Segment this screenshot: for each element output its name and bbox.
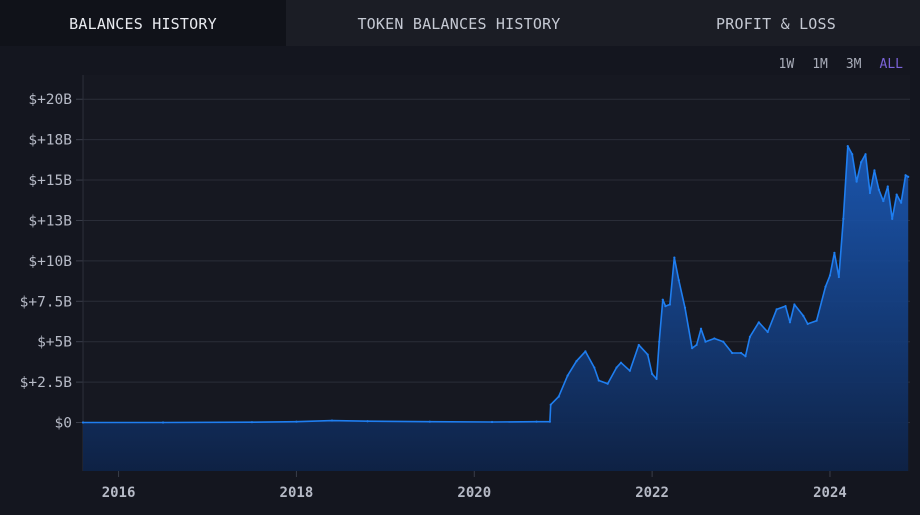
data-point: [873, 169, 876, 172]
data-point: [739, 351, 743, 355]
data-point: [664, 305, 667, 308]
data-point: [842, 217, 845, 220]
data-point: [535, 420, 538, 423]
data-point: [864, 153, 867, 156]
data-point: [855, 180, 858, 183]
data-point: [895, 193, 898, 196]
data-point: [900, 201, 903, 204]
data-point: [81, 421, 85, 424]
data-point: [704, 340, 707, 343]
data-point: [683, 306, 687, 309]
data-point: [161, 421, 165, 424]
balance-area-fill: [83, 146, 909, 471]
range-button-all[interactable]: ALL: [879, 57, 903, 72]
data-point: [828, 274, 832, 277]
data-point: [695, 343, 698, 347]
x-tick-label: 2024: [813, 485, 847, 501]
range-selector: 1W 1M 3M ALL: [770, 57, 912, 72]
y-axis-ticks: $+20B $+18B $+15B $+13B $+10B $+7.5B $+5B $+2.5…: [20, 92, 73, 431]
data-point: [250, 421, 254, 424]
data-point: [366, 420, 369, 423]
data-point: [877, 188, 880, 191]
data-point: [655, 377, 658, 380]
data-point: [837, 275, 840, 279]
y-tick-label: $+13B: [28, 213, 72, 229]
data-point: [593, 366, 596, 369]
tab-bar: BALANCES HISTORY TOKEN BALANCES HISTORY …: [0, 0, 920, 46]
data-point: [784, 305, 787, 308]
data-point: [597, 379, 600, 382]
data-point: [788, 321, 792, 324]
data-point: [793, 303, 796, 306]
tab-token-balances-history[interactable]: TOKEN BALANCES HISTORY: [357, 15, 561, 33]
data-point: [722, 340, 725, 343]
area-layer: [81, 145, 910, 471]
y-tick-label: $+10B: [28, 254, 72, 270]
y-tick-label: $+2.5B: [20, 375, 73, 391]
data-point: [868, 191, 872, 195]
data-point: [699, 327, 703, 330]
data-point: [428, 420, 431, 423]
data-point: [882, 199, 885, 203]
data-point: [651, 372, 654, 376]
data-point: [713, 337, 716, 340]
x-tick-label: 2020: [457, 485, 491, 501]
data-point: [691, 347, 694, 350]
data-point: [677, 279, 680, 282]
data-point: [557, 395, 560, 398]
x-tick-label: 2016: [102, 485, 136, 501]
data-point: [859, 161, 863, 164]
data-point: [566, 374, 569, 377]
data-point: [295, 420, 298, 423]
y-tick-label: $+20B: [28, 92, 72, 108]
data-point: [673, 256, 676, 259]
data-point: [575, 359, 578, 363]
data-point: [775, 308, 778, 311]
data-point: [815, 319, 818, 322]
data-point: [646, 353, 649, 356]
data-point: [904, 174, 907, 177]
data-point: [731, 351, 734, 355]
data-point: [619, 361, 623, 364]
data-point: [548, 420, 551, 423]
tab-balances-history[interactable]: BALANCES HISTORY: [0, 0, 286, 46]
data-point: [330, 419, 334, 422]
x-tick-label: 2022: [635, 485, 669, 501]
data-point: [744, 355, 747, 358]
data-point: [661, 298, 664, 301]
range-button-3m[interactable]: 3M: [845, 57, 862, 72]
data-point: [907, 175, 910, 178]
data-point: [833, 251, 836, 254]
data-point: [584, 350, 587, 353]
range-button-1m[interactable]: 1M: [812, 57, 828, 72]
data-point: [606, 382, 609, 385]
data-point: [891, 217, 894, 220]
data-point: [886, 185, 889, 188]
data-point: [846, 145, 849, 148]
tab-profit-and-loss[interactable]: PROFIT & LOSS: [716, 15, 836, 33]
data-point: [748, 335, 752, 338]
x-axis-ticks: 2016 2018 2020 2022 2024: [102, 471, 847, 501]
y-tick-label: $+15B: [28, 173, 72, 189]
data-point: [658, 340, 661, 343]
data-point: [802, 314, 805, 317]
y-tick-label: $0: [55, 416, 72, 432]
data-point: [628, 369, 631, 372]
data-point: [668, 303, 672, 306]
data-point: [549, 403, 552, 406]
y-tick-label: $+5B: [37, 335, 72, 351]
data-point: [757, 321, 760, 324]
data-point: [766, 330, 769, 334]
data-point: [490, 420, 494, 424]
data-point: [615, 366, 618, 369]
data-point: [851, 153, 854, 156]
y-tick-label: $+18B: [28, 133, 72, 149]
data-point: [806, 322, 809, 326]
x-tick-label: 2018: [280, 485, 314, 501]
y-tick-label: $+7.5B: [20, 294, 73, 310]
data-point: [824, 285, 827, 288]
data-point: [637, 343, 640, 347]
range-button-1w[interactable]: 1W: [778, 57, 795, 72]
